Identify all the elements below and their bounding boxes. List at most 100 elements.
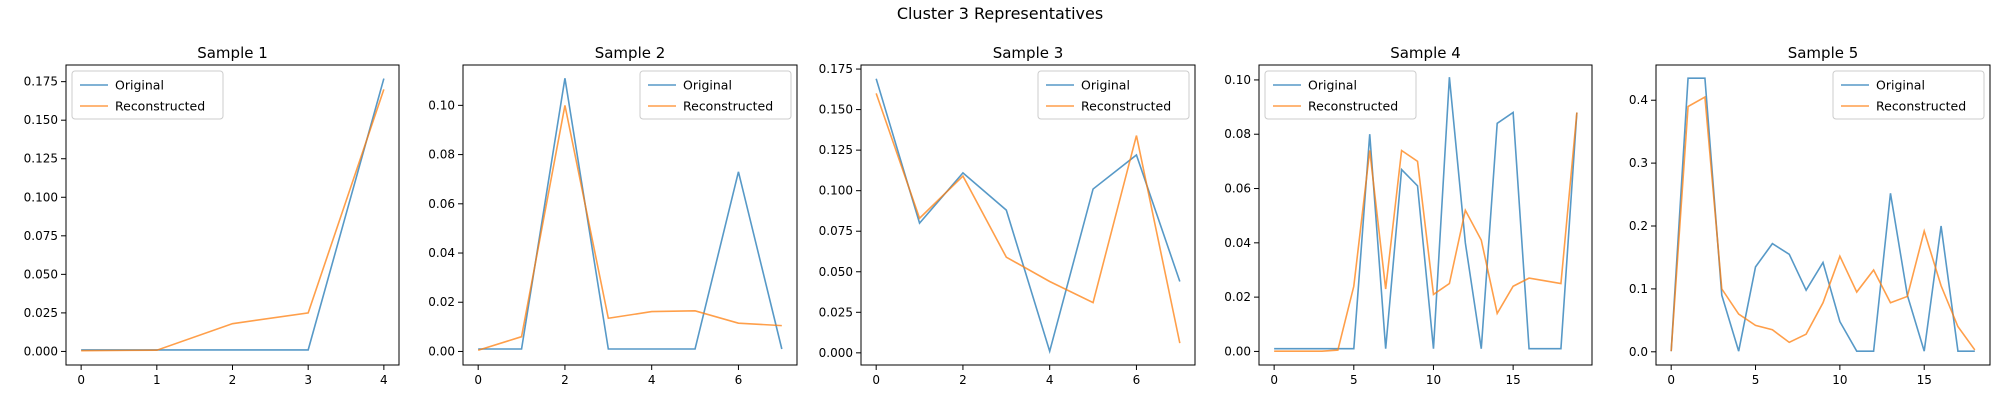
subplot-title: Sample 2 bbox=[595, 44, 666, 62]
x-tick-label: 2 bbox=[229, 373, 237, 387]
y-tick-label: 0.10 bbox=[1224, 73, 1251, 87]
y-tick-label: 0.050 bbox=[819, 265, 853, 279]
y-tick-label: 0.1 bbox=[1629, 282, 1648, 296]
subplot-1: Sample 1 0 1 2 3 4 0.000 0.025 0.050 0.075 0.100 0.… bbox=[24, 44, 400, 387]
y-tick-label: 0.04 bbox=[428, 246, 455, 260]
y-tick-label: 0.100 bbox=[819, 184, 853, 198]
legend-box bbox=[1037, 70, 1190, 120]
legend: Original Reconstructed bbox=[1264, 70, 1417, 120]
y-tick-label: 0.02 bbox=[1224, 290, 1251, 304]
y-tick-label: 0.175 bbox=[24, 75, 58, 89]
legend-label: Reconstructed bbox=[115, 99, 205, 114]
y-tick-label: 0.150 bbox=[819, 103, 853, 117]
legend-label: Reconstructed bbox=[683, 99, 773, 114]
x-tick-label: 0 bbox=[1667, 373, 1675, 387]
y-tick-label: 0.06 bbox=[428, 197, 455, 211]
axes-frame bbox=[860, 64, 1196, 366]
series-line-reconstructed bbox=[81, 89, 385, 352]
x-tick-label: 15 bbox=[1917, 373, 1932, 387]
y-tick-label: 0.0 bbox=[1629, 345, 1648, 359]
legend-label: Reconstructed bbox=[1308, 99, 1398, 114]
legend-label: Original bbox=[115, 78, 164, 93]
x-tick-label: 0 bbox=[77, 373, 85, 387]
x-tick-label: 15 bbox=[1505, 373, 1520, 387]
subplot-2: Sample 2 0 2 4 6 0.00 0.02 0.04 0.06 0.08 0.10 Orig… bbox=[428, 44, 798, 387]
subplot-title: Sample 5 bbox=[1788, 44, 1859, 62]
y-tick-label: 0.025 bbox=[24, 306, 58, 320]
subplot-title: Sample 3 bbox=[993, 44, 1064, 62]
legend-label: Original bbox=[1081, 78, 1130, 93]
subplot-title: Sample 4 bbox=[1390, 44, 1461, 62]
x-tick-label: 0 bbox=[1270, 373, 1278, 387]
legend: Original Reconstructed bbox=[1832, 70, 1985, 120]
y-tick-label: 0.100 bbox=[24, 190, 58, 204]
subplot-3: Sample 3 0 2 4 6 0.000 0.025 0.050 0.075 0.100 0.1… bbox=[819, 44, 1196, 387]
y-tick-label: 0.08 bbox=[1224, 127, 1251, 141]
legend-label: Original bbox=[683, 78, 732, 93]
x-tick-label: 6 bbox=[1133, 373, 1141, 387]
x-tick-label: 5 bbox=[1752, 373, 1760, 387]
y-tick-label: 0.10 bbox=[428, 98, 455, 112]
series-line-reconstructed bbox=[477, 105, 782, 351]
legend: Original Reconstructed bbox=[1037, 70, 1190, 120]
y-tick-label: 0.4 bbox=[1629, 93, 1648, 107]
x-tick-label: 10 bbox=[1426, 373, 1441, 387]
axes-frame bbox=[462, 64, 798, 366]
y-tick-label: 0.050 bbox=[24, 267, 58, 281]
y-tick-label: 0.000 bbox=[24, 344, 58, 358]
legend-box bbox=[71, 70, 224, 120]
x-tick-label: 0 bbox=[474, 373, 482, 387]
y-tick-label: 0.075 bbox=[24, 229, 58, 243]
axes-frame bbox=[1655, 64, 1991, 366]
x-tick-label: 4 bbox=[1046, 373, 1054, 387]
legend-label: Original bbox=[1308, 78, 1357, 93]
legend-label: Reconstructed bbox=[1876, 99, 1966, 114]
figure-suptitle: Cluster 3 Representatives bbox=[897, 4, 1103, 23]
legend-label: Original bbox=[1876, 78, 1925, 93]
legend-label: Reconstructed bbox=[1081, 99, 1171, 114]
series-line-reconstructed bbox=[875, 93, 1181, 344]
legend-box bbox=[1264, 70, 1417, 120]
x-tick-label: 1 bbox=[153, 373, 161, 387]
x-tick-label: 10 bbox=[1832, 373, 1847, 387]
y-tick-label: 0.00 bbox=[428, 344, 455, 358]
y-tick-label: 0.125 bbox=[819, 143, 853, 157]
series-line-original bbox=[478, 78, 783, 350]
y-tick-label: 0.025 bbox=[819, 305, 853, 319]
subplot-panels: Sample 10 1 2 3 40.0000.0250.0500.0750.1000.… bbox=[24, 44, 1991, 387]
y-tick-label: 0.04 bbox=[1224, 236, 1251, 250]
x-tick-label: 3 bbox=[304, 373, 312, 387]
series-line-reconstructed bbox=[1670, 95, 1976, 352]
y-tick-label: 0.000 bbox=[819, 346, 853, 360]
subplot-4: Sample 4 0 5 10 15 0.00 0.02 0.04 0.06 0.08 0.10 Or… bbox=[1224, 44, 1593, 387]
y-tick-label: 0.150 bbox=[24, 113, 58, 127]
y-tick-label: 0.00 bbox=[1224, 344, 1251, 358]
axes-frame bbox=[1258, 64, 1593, 366]
x-tick-label: 4 bbox=[380, 373, 388, 387]
y-tick-label: 0.08 bbox=[428, 148, 455, 162]
x-tick-label: 2 bbox=[959, 373, 967, 387]
x-tick-label: 4 bbox=[648, 373, 656, 387]
y-tick-label: 0.175 bbox=[819, 62, 853, 76]
subplot-title: Sample 1 bbox=[197, 44, 268, 62]
legend: Original Reconstructed bbox=[71, 70, 224, 120]
legend-box bbox=[639, 70, 792, 120]
series-line-original bbox=[1274, 77, 1578, 350]
x-tick-label: 2 bbox=[561, 373, 569, 387]
x-tick-label: 5 bbox=[1350, 373, 1358, 387]
x-tick-label: 0 bbox=[872, 373, 880, 387]
y-tick-label: 0.2 bbox=[1629, 219, 1648, 233]
legend: Original Reconstructed bbox=[639, 70, 792, 120]
x-tick-label: 6 bbox=[735, 373, 743, 387]
y-tick-label: 0.02 bbox=[428, 295, 455, 309]
series-line-original bbox=[1670, 77, 1975, 352]
y-tick-label: 0.125 bbox=[24, 152, 58, 166]
y-tick-label: 0.06 bbox=[1224, 182, 1251, 196]
subplot-5: Sample 5 0 5 10 15 0.0 0.1 0.2 0.3 0.4 Original Rec… bbox=[1629, 44, 1991, 387]
legend-box bbox=[1832, 70, 1985, 120]
series-line-reconstructed bbox=[1274, 112, 1578, 352]
y-tick-label: 0.3 bbox=[1629, 156, 1648, 170]
y-tick-label: 0.075 bbox=[819, 224, 853, 238]
